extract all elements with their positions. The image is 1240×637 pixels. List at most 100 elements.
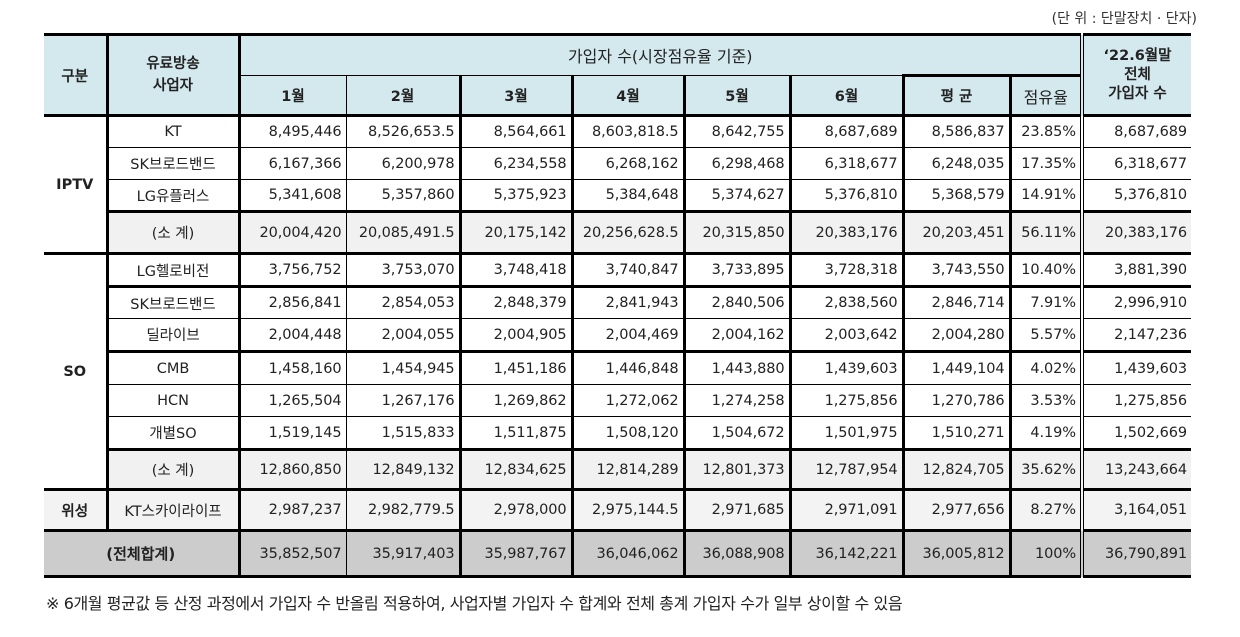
average-value: 5,368,579 bbox=[903, 179, 1012, 212]
month-2-value: 20,085,491.5 bbox=[346, 210, 462, 254]
month-3-value: 2,978,000 bbox=[460, 488, 574, 531]
month-3-value: 6,234,558 bbox=[460, 147, 574, 180]
header-month-6: 6월 bbox=[790, 75, 905, 117]
month-4-value: 12,814,289 bbox=[572, 448, 686, 490]
month-2-value: 1,515,833 bbox=[346, 416, 462, 450]
month-6-value: 12,787,954 bbox=[790, 448, 905, 490]
header-provider: 유료방송 사업자 bbox=[107, 33, 241, 117]
share-value: 100% bbox=[1010, 529, 1082, 578]
provider-name: KT bbox=[107, 114, 241, 148]
total-subscribers-value: 8,687,689 bbox=[1080, 114, 1191, 148]
month-3-value: 20,175,142 bbox=[460, 210, 574, 254]
month-2-value: 6,200,978 bbox=[346, 147, 462, 180]
table-row: CMB 1,458,160 1,454,945 1,451,186 1,446,848 1… bbox=[44, 350, 1191, 385]
month-1-value: 20,004,420 bbox=[239, 210, 347, 254]
provider-name: HCN bbox=[107, 384, 241, 417]
header-month-5: 5월 bbox=[684, 75, 792, 117]
total-subscribers-value: 6,318,677 bbox=[1080, 147, 1191, 180]
month-5-value: 2,971,685 bbox=[684, 488, 792, 531]
month-5-value: 8,642,755 bbox=[684, 114, 792, 148]
month-4-value: 1,446,848 bbox=[572, 350, 686, 385]
month-6-value: 2,971,091 bbox=[790, 488, 905, 531]
total-subscribers-value: 3,164,051 bbox=[1080, 488, 1191, 531]
month-2-value: 5,357,860 bbox=[346, 179, 462, 212]
share-value: 17.35% bbox=[1010, 147, 1082, 180]
month-1-value: 1,519,145 bbox=[239, 416, 347, 450]
month-1-value: 5,341,608 bbox=[239, 179, 347, 212]
provider-name: LG헬로비전 bbox=[107, 252, 241, 287]
table-row: SK브로드밴드 2,856,841 2,854,053 2,848,379 2,841,… bbox=[44, 285, 1191, 319]
average-value: 6,248,035 bbox=[903, 147, 1012, 180]
month-5-value: 1,504,672 bbox=[684, 416, 792, 450]
provider-name: SK브로드밴드 bbox=[107, 147, 241, 180]
header-month-4: 4월 bbox=[572, 75, 686, 117]
month-3-value: 1,451,186 bbox=[460, 350, 574, 385]
total-subscribers-value: 1,502,669 bbox=[1080, 416, 1191, 450]
table-row: SK브로드밴드 6,167,366 6,200,978 6,234,558 6,268,… bbox=[44, 147, 1191, 180]
month-2-value: 8,526,653.5 bbox=[346, 114, 462, 148]
month-1-value: 2,856,841 bbox=[239, 285, 347, 319]
month-3-value: 2,004,905 bbox=[460, 318, 574, 352]
header-total-line1: ‘22.6월말 bbox=[1103, 47, 1172, 64]
month-6-value: 2,838,560 bbox=[790, 285, 905, 319]
month-3-value: 35,987,767 bbox=[460, 529, 574, 578]
month-4-value: 1,272,062 bbox=[572, 384, 686, 417]
table-row: SO LG헬로비전 3,756,752 3,753,070 3,748,418 3,740… bbox=[44, 252, 1191, 490]
header-subscribers-group: 가입자 수(시장점유율 기준) bbox=[239, 33, 1082, 76]
header-total-line3: 가입자 수 bbox=[1108, 85, 1167, 102]
month-4-value: 2,975,144.5 bbox=[572, 488, 686, 531]
subtotal-row: (소 계) 20,004,420 20,085,491.5 20,175,142 20,… bbox=[44, 210, 1191, 254]
row-name: (전체합계) bbox=[44, 529, 241, 578]
month-3-value: 12,834,625 bbox=[460, 448, 574, 490]
group-label: SO bbox=[44, 252, 109, 490]
month-5-value: 1,274,258 bbox=[684, 384, 792, 417]
total-subscribers-value: 20,383,176 bbox=[1080, 210, 1191, 254]
header-average: 평 균 bbox=[903, 74, 1012, 117]
month-2-value: 1,454,945 bbox=[346, 350, 462, 385]
share-value: 4.02% bbox=[1010, 350, 1082, 385]
header-month-3: 3월 bbox=[460, 75, 574, 117]
month-1-value: 8,495,446 bbox=[239, 114, 347, 148]
total-subscribers-value: 13,243,664 bbox=[1080, 448, 1191, 490]
table-row: IPTV KT 8,495,446 8,526,653.5 8,564,661 8,603… bbox=[44, 114, 1191, 254]
header-total-line2: 전체 bbox=[1124, 66, 1151, 83]
month-1-value: 2,004,448 bbox=[239, 318, 347, 352]
average-value: 1,270,786 bbox=[903, 384, 1012, 417]
header-provider-line2: 사업자 bbox=[152, 78, 194, 94]
month-6-value: 3,728,318 bbox=[790, 252, 905, 287]
average-value: 8,586,837 bbox=[903, 114, 1012, 148]
share-value: 4.19% bbox=[1010, 416, 1082, 450]
average-value: 1,510,271 bbox=[903, 416, 1012, 450]
month-1-value: 1,458,160 bbox=[239, 350, 347, 385]
month-2-value: 2,854,053 bbox=[346, 285, 462, 319]
total-subscribers-value: 5,376,810 bbox=[1080, 179, 1191, 212]
month-6-value: 1,275,856 bbox=[790, 384, 905, 417]
provider-name: (소 계) bbox=[107, 448, 241, 490]
average-value: 2,977,656 bbox=[903, 488, 1012, 531]
group-label: IPTV bbox=[44, 114, 109, 254]
month-4-value: 2,004,469 bbox=[572, 318, 686, 352]
provider-name: 딜라이브 bbox=[107, 318, 241, 352]
month-2-value: 12,849,132 bbox=[346, 448, 462, 490]
share-value: 14.91% bbox=[1010, 179, 1082, 212]
average-value: 3,743,550 bbox=[903, 252, 1012, 287]
total-subscribers-value: 2,147,236 bbox=[1080, 318, 1191, 352]
month-2-value: 3,753,070 bbox=[346, 252, 462, 287]
footnote: ※ 6개월 평균값 등 산정 과정에서 가입자 수 반올림 적용하여, 사업자별… bbox=[46, 594, 903, 613]
header-share: 점유율 bbox=[1010, 74, 1082, 117]
month-4-value: 5,384,648 bbox=[572, 179, 686, 212]
total-subscribers-value: 36,790,891 bbox=[1080, 529, 1191, 578]
month-6-value: 8,687,689 bbox=[790, 114, 905, 148]
header-category: 구분 bbox=[44, 33, 109, 117]
share-value: 56.11% bbox=[1010, 210, 1082, 254]
month-1-value: 12,860,850 bbox=[239, 448, 347, 490]
month-2-value: 1,267,176 bbox=[346, 384, 462, 417]
table-row: LG유플러스 5,341,608 5,357,860 5,375,923 5,384,6… bbox=[44, 179, 1191, 212]
provider-name: SK브로드밴드 bbox=[107, 285, 241, 319]
month-5-value: 2,840,506 bbox=[684, 285, 792, 319]
month-4-value: 8,603,818.5 bbox=[572, 114, 686, 148]
month-6-value: 6,318,677 bbox=[790, 147, 905, 180]
grand-total-row: (전체합계) 35,852,507 35,917,403 35,987,767 36,0… bbox=[44, 529, 1191, 578]
month-6-value: 1,501,975 bbox=[790, 416, 905, 450]
month-2-value: 35,917,403 bbox=[346, 529, 462, 578]
